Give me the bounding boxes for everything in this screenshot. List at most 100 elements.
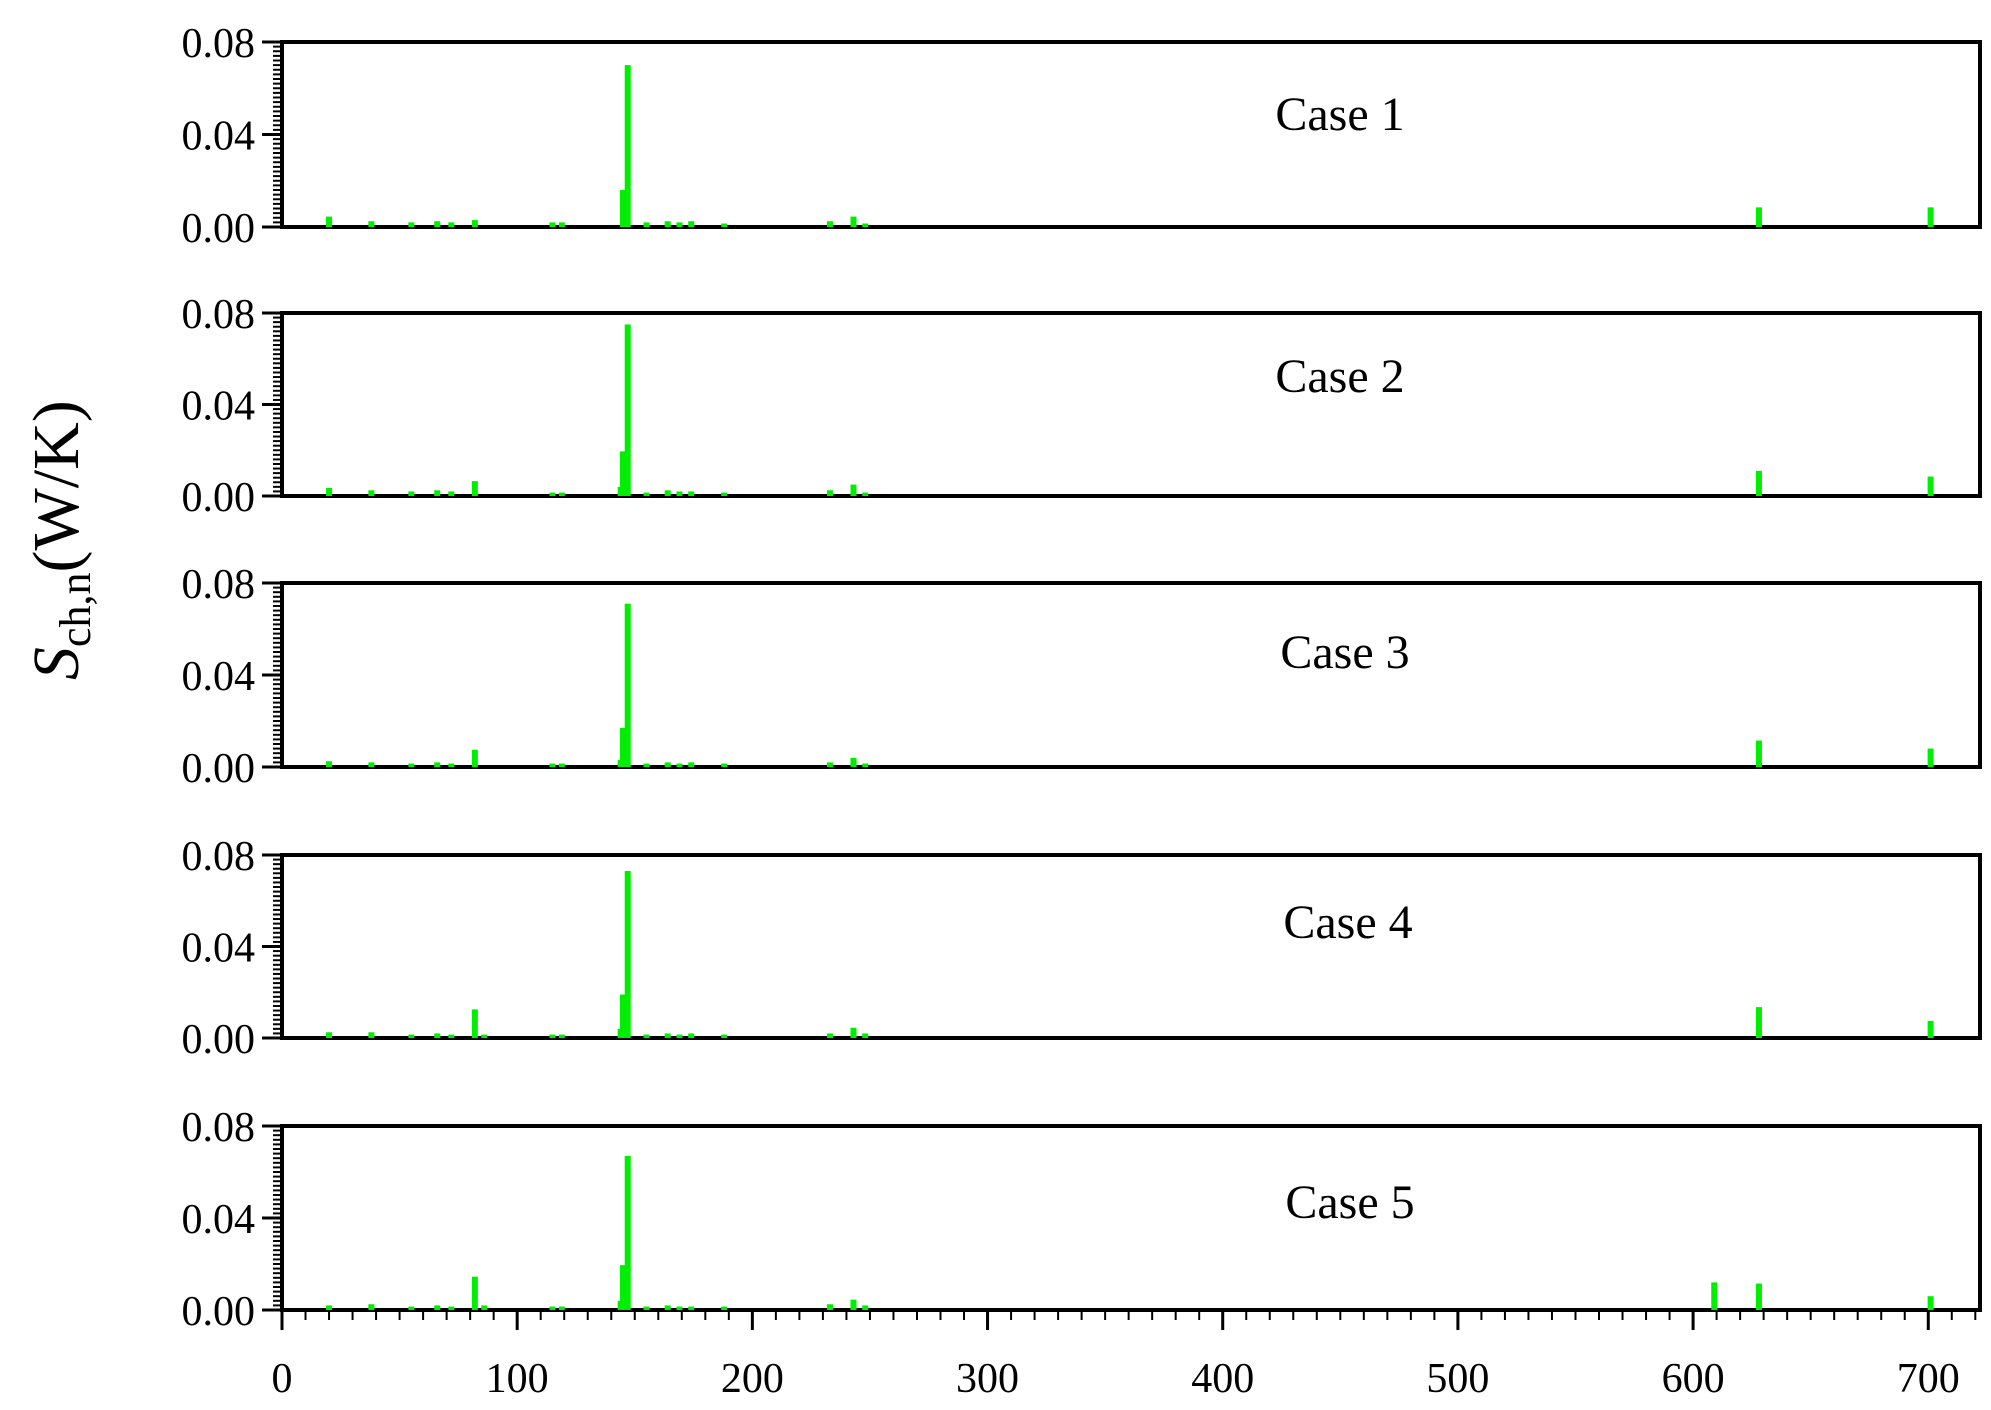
panel-frame — [280, 40, 1982, 229]
bar — [434, 490, 441, 496]
x-tick-label: 600 — [1662, 1356, 1725, 1402]
y-tick-label: 0.00 — [182, 746, 256, 792]
bar — [549, 222, 556, 227]
bar — [721, 763, 728, 767]
bar — [862, 763, 869, 767]
bar — [1927, 1296, 1934, 1310]
bar — [688, 491, 695, 496]
bar — [620, 1265, 627, 1310]
bar — [643, 222, 650, 227]
y-axis-title: Sch,n(W/K) — [20, 400, 100, 680]
bar — [558, 1306, 565, 1310]
bar — [721, 1306, 728, 1310]
y-tick-label: 0.08 — [182, 21, 256, 67]
bar — [862, 492, 869, 496]
bar — [434, 1033, 441, 1038]
panel-frame — [280, 1124, 1982, 1312]
bar — [664, 221, 671, 227]
bar — [826, 221, 833, 227]
y-tick-label: 0.08 — [182, 292, 256, 338]
bar — [688, 1033, 695, 1038]
bar — [326, 1032, 333, 1038]
x-tick-label: 300 — [956, 1356, 1019, 1402]
y-axis-title-subscript: ch,n — [51, 572, 100, 647]
bar — [676, 1306, 683, 1310]
bar — [620, 994, 627, 1038]
bar — [624, 871, 631, 1038]
x-tick-label: 500 — [1426, 1356, 1489, 1402]
panel-frame — [280, 853, 1982, 1040]
bar — [826, 1304, 833, 1310]
bar — [862, 223, 869, 227]
bar — [1927, 476, 1934, 496]
y-tick-label: 0.00 — [182, 1017, 256, 1063]
panel-case-1: 0.00 0.04 0.08 Case 1 — [182, 21, 1982, 252]
bar — [850, 1027, 857, 1038]
bar — [676, 222, 683, 227]
bar — [1927, 207, 1934, 227]
bar — [368, 1304, 375, 1310]
y-tick-label: 0.04 — [182, 384, 256, 430]
bar — [688, 762, 695, 767]
bar — [643, 1034, 650, 1038]
x-tick-label: 100 — [486, 1356, 549, 1402]
bar — [471, 481, 478, 496]
bar — [1927, 748, 1934, 767]
bar — [620, 190, 627, 227]
y-tick-label: 0.04 — [182, 1197, 256, 1243]
bar — [676, 763, 683, 767]
bar — [448, 763, 455, 767]
bar — [1755, 1283, 1762, 1310]
bar — [1755, 470, 1762, 496]
x-tick-label: 0 — [272, 1356, 293, 1402]
x-tick-label: 700 — [1897, 1356, 1960, 1402]
bar — [721, 492, 728, 496]
bar — [676, 1034, 683, 1038]
bar — [368, 490, 375, 496]
bar — [549, 1034, 556, 1038]
y-tick-label: 0.08 — [182, 1105, 256, 1151]
bar — [448, 1034, 455, 1038]
bar — [448, 491, 455, 496]
x-axis: 0 100 200 300 400 500 600 700 — [272, 1310, 1977, 1402]
y-tick-label: 0.00 — [182, 1289, 256, 1335]
bar — [862, 1033, 869, 1038]
bar — [664, 490, 671, 496]
bar — [481, 1034, 488, 1038]
bar — [862, 1305, 869, 1310]
bar — [688, 1306, 695, 1310]
y-tick-label: 0.04 — [182, 926, 256, 972]
bar — [850, 484, 857, 496]
panel-case-3: 0.00 0.04 0.08 Case 3 — [182, 562, 1982, 792]
panel-label: Case 3 — [1280, 626, 1409, 679]
bar — [826, 1033, 833, 1038]
y-tick-label: 0.00 — [182, 206, 256, 252]
bar — [624, 65, 631, 227]
bar — [368, 221, 375, 227]
bar — [368, 762, 375, 767]
bar — [1711, 1282, 1718, 1310]
bar — [664, 1033, 671, 1038]
bar — [664, 1305, 671, 1310]
bar — [624, 324, 631, 496]
bar — [826, 490, 833, 496]
bar — [326, 1305, 333, 1310]
bar — [850, 757, 857, 767]
panel-case-4: 0.00 0.04 0.08 Case 4 — [182, 834, 1982, 1063]
bar — [471, 220, 478, 227]
y-tick-label: 0.08 — [182, 834, 256, 880]
bar — [408, 222, 415, 227]
bar — [850, 216, 857, 227]
x-tick-label: 400 — [1191, 1356, 1254, 1402]
bar — [1755, 207, 1762, 227]
bar — [558, 763, 565, 767]
bar — [850, 1299, 857, 1310]
bar — [643, 763, 650, 767]
bar — [434, 221, 441, 227]
bar — [408, 1306, 415, 1310]
bar — [1755, 1007, 1762, 1038]
bar — [688, 221, 695, 227]
bar — [408, 763, 415, 767]
